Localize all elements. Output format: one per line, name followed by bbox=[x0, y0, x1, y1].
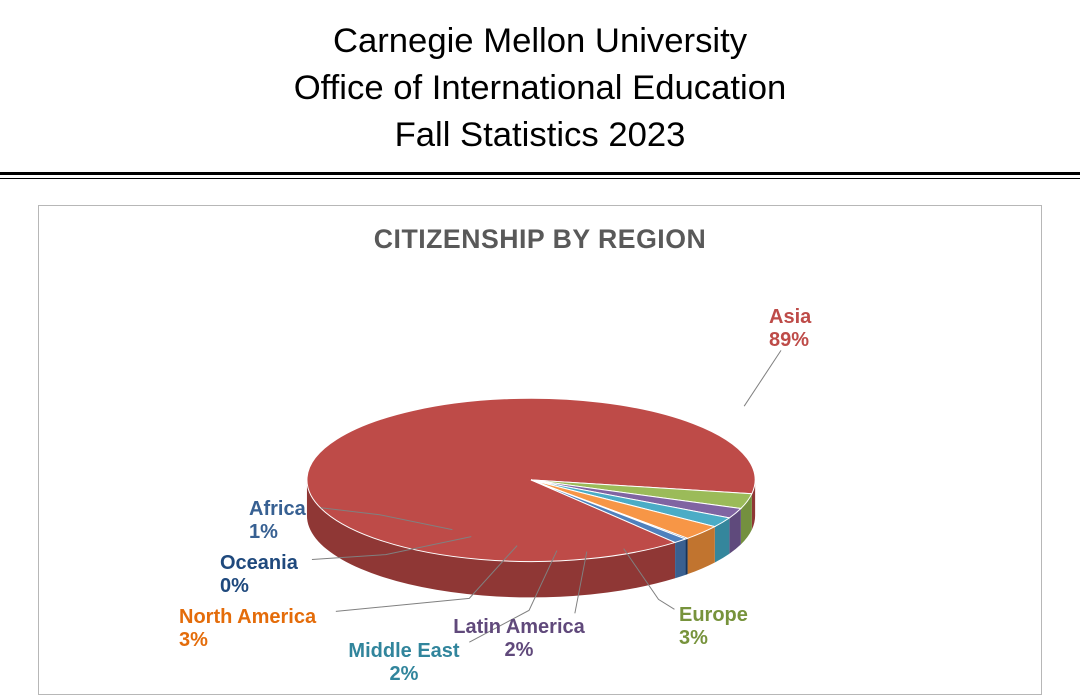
citizenship-chart: CITIZENSHIP BY REGION Asia89%Europe3%Lat… bbox=[38, 205, 1042, 695]
callout-pct: 2% bbox=[453, 639, 585, 662]
pie-side-oceania bbox=[686, 539, 688, 576]
callout-latin-america: Latin America2% bbox=[453, 616, 585, 662]
pie-side-africa bbox=[675, 539, 685, 578]
callout-pct: 3% bbox=[179, 629, 316, 652]
callout-pct: 0% bbox=[220, 575, 298, 598]
callout-middle-east: Middle East2% bbox=[348, 640, 459, 686]
header-line-2: Office of International Education bbox=[0, 65, 1080, 112]
callout-pct: 3% bbox=[679, 627, 748, 650]
callout-africa: Africa1% bbox=[249, 498, 306, 544]
callout-pct: 1% bbox=[249, 521, 306, 544]
callout-label: North America bbox=[179, 606, 316, 628]
callout-label: Europe bbox=[679, 604, 748, 626]
header-line-3: Fall Statistics 2023 bbox=[0, 112, 1080, 159]
callout-pct: 89% bbox=[769, 329, 811, 352]
callout-label: Middle East bbox=[348, 640, 459, 662]
leader-asia bbox=[744, 351, 781, 407]
callout-label: Africa bbox=[249, 498, 306, 520]
callout-europe: Europe3% bbox=[679, 604, 748, 650]
callout-oceania: Oceania0% bbox=[220, 552, 298, 598]
callout-label: Asia bbox=[769, 306, 811, 328]
document-header: Carnegie Mellon University Office of Int… bbox=[0, 0, 1080, 158]
callout-pct: 2% bbox=[348, 663, 459, 686]
header-line-1: Carnegie Mellon University bbox=[0, 18, 1080, 65]
callout-label: Latin America bbox=[453, 616, 585, 638]
callout-north-america: North America3% bbox=[179, 606, 316, 652]
header-rule-thin bbox=[0, 178, 1080, 179]
callout-label: Oceania bbox=[220, 552, 298, 574]
header-rule-thick bbox=[0, 172, 1080, 175]
callout-asia: Asia89% bbox=[769, 306, 811, 352]
